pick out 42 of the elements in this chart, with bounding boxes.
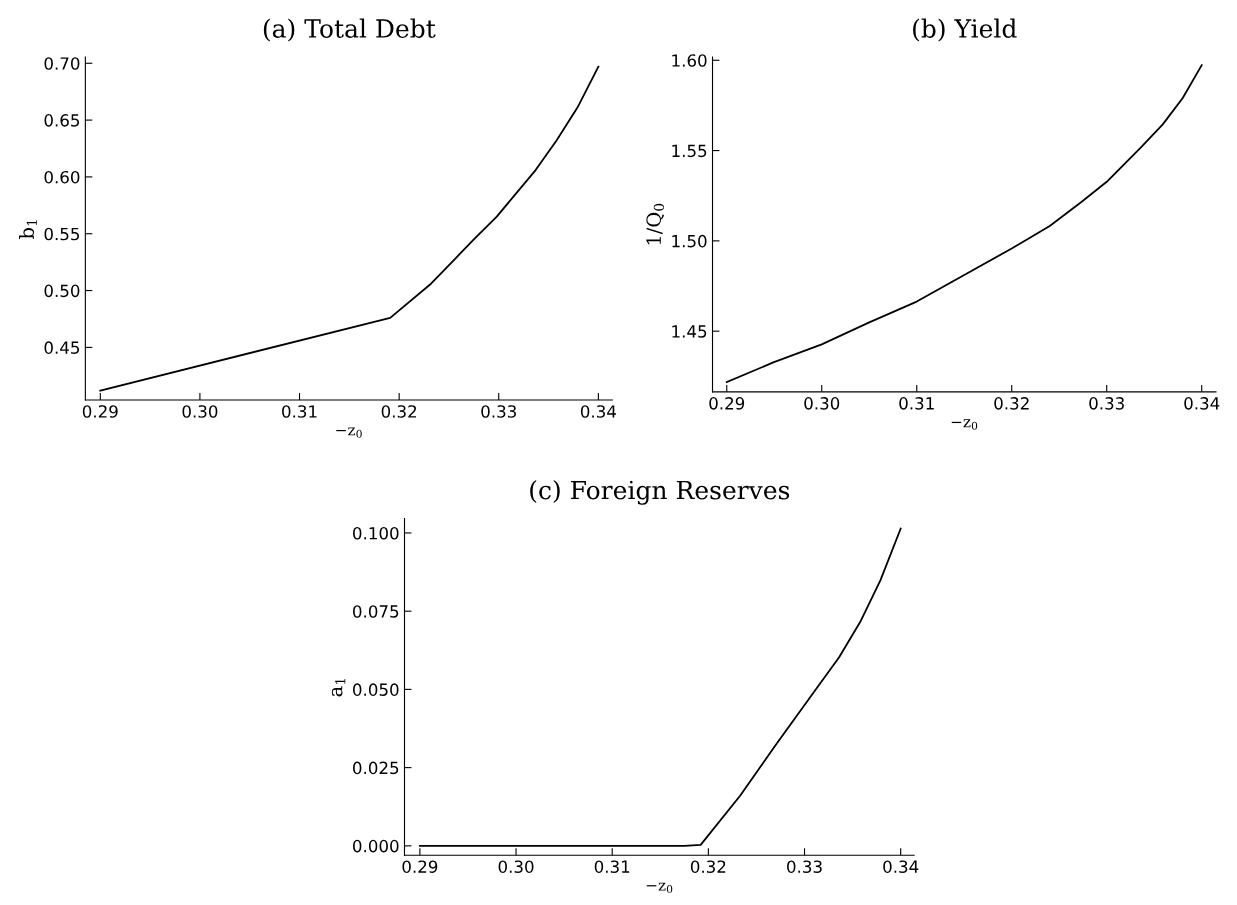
chart-title: (c) Foreign Reserves xyxy=(530,480,790,505)
y-axis-title: 1/Q$_{0}$ xyxy=(646,203,665,245)
x-tick-label: 0.31 xyxy=(594,860,630,873)
x-axis-title: −z$_{0}$ xyxy=(646,882,673,894)
y-tick-label: 0.075 xyxy=(353,605,399,618)
chart-title: (b) Yield xyxy=(913,18,1017,42)
y-tick-label: 0.000 xyxy=(353,839,399,853)
y-tick-label: 0.55 xyxy=(44,227,80,241)
chart-title: (a) Total Debt xyxy=(263,18,436,42)
x-axis-title: −z$_{0}$ xyxy=(336,427,362,438)
x-tick-label: 0.33 xyxy=(787,860,822,873)
x-tick-label: 0.33 xyxy=(1089,397,1124,410)
x-tick-label: 0.31 xyxy=(899,397,934,410)
y-tick-label: 0.70 xyxy=(44,57,80,70)
x-tick-label: 0.34 xyxy=(1184,397,1220,410)
x-axis-title: −z$_{0}$ xyxy=(951,419,978,430)
x-tick-label: 0.29 xyxy=(709,397,745,410)
x-tick-label: 0.33 xyxy=(481,405,516,418)
y-tick-label: 0.50 xyxy=(44,284,80,298)
x-tick-label: 0.34 xyxy=(883,860,919,873)
x-tick-label: 0.32 xyxy=(381,405,417,418)
y-tick-label: 0.100 xyxy=(353,526,399,540)
y-axis-title: a$_{1}$ xyxy=(331,678,346,697)
y-tick-label: 0.050 xyxy=(353,683,399,696)
y-tick-label: 1.50 xyxy=(672,234,707,248)
y-tick-label: 0.65 xyxy=(44,114,80,127)
y-tick-label: 0.025 xyxy=(353,761,399,775)
x-tick-label: 0.34 xyxy=(580,405,616,418)
y-tick-label: 0.45 xyxy=(44,341,80,354)
y-tick-label: 1.45 xyxy=(672,325,707,338)
y-tick-label: 1.60 xyxy=(672,54,707,67)
x-tick-label: 0.30 xyxy=(498,860,534,873)
x-tick-label: 0.30 xyxy=(182,405,218,418)
x-tick-label: 0.29 xyxy=(402,860,438,873)
x-tick-label: 0.29 xyxy=(82,405,118,418)
x-tick-label: 0.31 xyxy=(282,405,317,418)
x-tick-label: 0.30 xyxy=(804,397,840,410)
y-tick-label: 0.60 xyxy=(44,170,80,184)
y-axis-title: b$_{1}$ xyxy=(19,220,37,239)
x-tick-label: 0.32 xyxy=(690,860,726,873)
x-tick-label: 0.32 xyxy=(994,397,1029,410)
y-tick-label: 1.55 xyxy=(672,144,707,158)
